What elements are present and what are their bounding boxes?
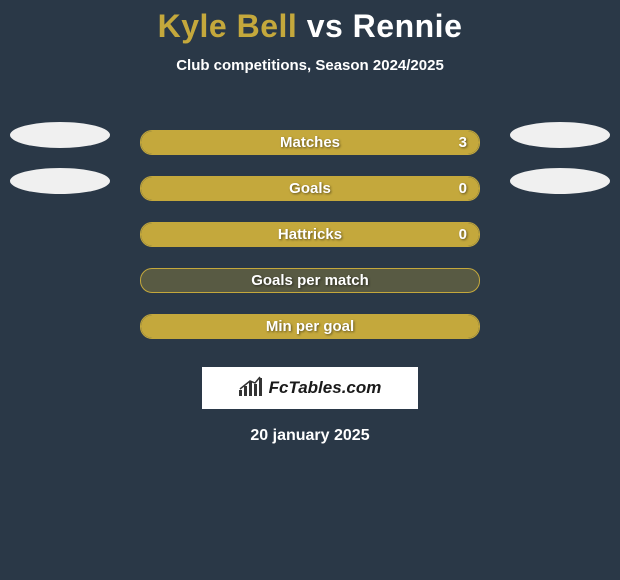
stat-label: Goals per match	[251, 272, 369, 289]
logo-text: FcTables.com	[269, 378, 382, 398]
stat-bar: Goals 0	[140, 176, 480, 201]
title-player1: Kyle Bell	[158, 8, 298, 44]
infographic-container: Kyle Bell vs Rennie Club competitions, S…	[0, 0, 620, 445]
stat-bar: Min per goal	[140, 314, 480, 339]
stat-label: Goals	[289, 180, 331, 197]
stat-label: Hattricks	[278, 226, 342, 243]
logo-chart-icon	[239, 376, 263, 401]
stat-value: 3	[459, 134, 467, 151]
stat-label: Matches	[280, 134, 340, 151]
stat-bar: Hattricks 0	[140, 222, 480, 247]
stat-bar: Matches 3	[140, 130, 480, 155]
stat-row: Goals 0	[0, 165, 620, 211]
date-text: 20 january 2025	[0, 427, 620, 445]
title-player2: Rennie	[353, 8, 463, 44]
player2-value-ellipse	[510, 168, 610, 194]
stat-label: Min per goal	[266, 318, 354, 335]
subtitle: Club competitions, Season 2024/2025	[0, 57, 620, 74]
stat-bar: Goals per match	[140, 268, 480, 293]
page-title: Kyle Bell vs Rennie	[0, 8, 620, 45]
stat-row: Min per goal	[0, 303, 620, 349]
stats-area: Matches 3 Goals 0 Hattricks 0 Goals per match M…	[0, 119, 620, 349]
title-vs: vs	[307, 8, 344, 44]
player2-value-ellipse	[510, 122, 610, 148]
stat-value: 0	[459, 180, 467, 197]
logo-box: FcTables.com	[202, 367, 418, 409]
stat-value: 0	[459, 226, 467, 243]
player1-value-ellipse	[10, 168, 110, 194]
stat-row: Matches 3	[0, 119, 620, 165]
stat-row: Goals per match	[0, 257, 620, 303]
stat-row: Hattricks 0	[0, 211, 620, 257]
player1-value-ellipse	[10, 122, 110, 148]
